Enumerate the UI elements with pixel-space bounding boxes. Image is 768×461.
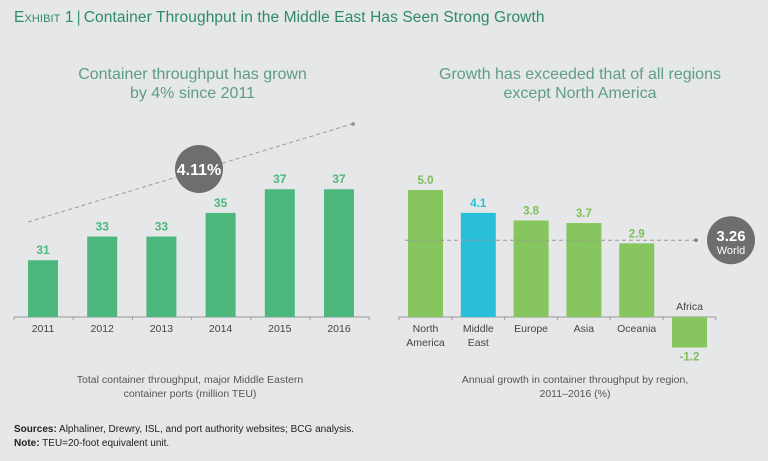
sources-footnote: Sources: Alphaliner, Drewry, ISL, and po… bbox=[14, 423, 354, 437]
x-tick-label: 2016 bbox=[327, 323, 351, 335]
cagr-bubble bbox=[175, 145, 223, 193]
left-chart-throughput: 31 2011 33 2012 33 2013 35 2014 37 2015 37 2016 4.11… bbox=[13, 122, 370, 335]
right-subtitle-line-1: Growth has exceeded that of all regions bbox=[439, 66, 721, 83]
bar-value-label: 31 bbox=[36, 243, 50, 257]
sources-label: Sources: bbox=[14, 424, 57, 435]
bar-value-label: 3.8 bbox=[523, 205, 540, 217]
bar-value-label: -1.2 bbox=[680, 351, 700, 363]
bar-oceania bbox=[619, 243, 655, 317]
bar-2014 bbox=[205, 212, 236, 317]
x-tick-label: Oceania bbox=[617, 323, 656, 335]
left-chart-subtitle: Container throughput has grown by 4% sin… bbox=[40, 65, 345, 103]
x-tick-label: 2013 bbox=[150, 323, 174, 335]
bar-value-label: 37 bbox=[332, 172, 346, 186]
trend-line-end-dot bbox=[351, 122, 355, 126]
title-separator: | bbox=[76, 9, 81, 26]
bar-value-label: 37 bbox=[273, 172, 287, 186]
x-tick-label: 2015 bbox=[268, 323, 292, 335]
bar-value-label: 2.9 bbox=[629, 228, 645, 240]
bar-value-label: 3.7 bbox=[576, 208, 592, 220]
x-tick-label: Middle bbox=[463, 323, 494, 335]
left-caption-line-2: container ports (million TEU) bbox=[123, 388, 257, 400]
exhibit-label: Exhibit 1 bbox=[14, 9, 74, 26]
bar-middle-east bbox=[460, 212, 496, 317]
right-chart-growth: 5.0 North America 4.1 Middle East 3.8 Europe 3.7… bbox=[398, 175, 755, 363]
cagr-bubble-label: 4.11% bbox=[177, 162, 221, 179]
left-subtitle-line-1: Container throughput has grown bbox=[78, 66, 307, 83]
exhibit-title-text: Container Throughput in the Middle East … bbox=[83, 9, 545, 26]
world-line-dot bbox=[694, 238, 698, 242]
right-chart-subtitle: Growth has exceeded that of all regions … bbox=[410, 65, 750, 103]
world-bubble-label: World bbox=[717, 245, 746, 257]
exhibit-title: Exhibit 1 | Container Throughput in the Mi… bbox=[14, 9, 545, 27]
left-chart-caption: Total container throughput, major Middle… bbox=[40, 373, 340, 401]
left-subtitle-line-2: by 4% since 2011 bbox=[129, 85, 256, 102]
bar-value-label: 33 bbox=[96, 220, 110, 234]
world-bubble-value: 3.26 bbox=[716, 228, 745, 245]
x-tick-label: America bbox=[406, 337, 445, 349]
x-tick-label: East bbox=[468, 337, 489, 349]
note-text: TEU=20-foot equivalent unit. bbox=[39, 438, 170, 449]
bar-value-label: 33 bbox=[155, 220, 169, 234]
bar-2016 bbox=[324, 189, 354, 317]
bar-value-label: 35 bbox=[214, 196, 228, 210]
note-label: Note: bbox=[14, 438, 40, 449]
x-tick-label: North bbox=[413, 323, 439, 335]
bar-2015 bbox=[264, 189, 295, 317]
left-caption-line-1: Total container throughput, major Middle… bbox=[76, 374, 304, 386]
x-tick-label: Europe bbox=[514, 323, 548, 335]
world-bubble bbox=[707, 216, 755, 265]
x-tick-label: Africa bbox=[676, 301, 703, 313]
bar-africa bbox=[672, 317, 707, 348]
bar-europe bbox=[513, 220, 549, 317]
right-caption-line-1: Annual growth in container throughput by… bbox=[461, 374, 689, 386]
sources-text: Alphaliner, Drewry, ISL, and port author… bbox=[56, 424, 354, 435]
right-chart-caption: Annual growth in container throughput by… bbox=[430, 373, 720, 401]
x-tick-label: Asia bbox=[574, 323, 595, 335]
bar-north-america bbox=[408, 190, 443, 317]
bar-2013 bbox=[146, 236, 177, 317]
x-tick-label: 2012 bbox=[91, 323, 115, 335]
bar-2012 bbox=[87, 236, 118, 317]
right-subtitle-line-2: except North America bbox=[503, 85, 657, 102]
bar-value-label: 4.1 bbox=[470, 198, 487, 210]
x-tick-label: 2011 bbox=[32, 323, 55, 335]
bar-asia bbox=[566, 223, 602, 317]
bar-value-label: 5.0 bbox=[418, 175, 434, 187]
bar-2011 bbox=[28, 260, 58, 317]
x-tick-label: 2014 bbox=[209, 323, 233, 335]
right-caption-line-2: 2011–2016 (%) bbox=[539, 388, 611, 400]
note-footnote: Note: TEU=20-foot equivalent unit. bbox=[14, 437, 169, 451]
